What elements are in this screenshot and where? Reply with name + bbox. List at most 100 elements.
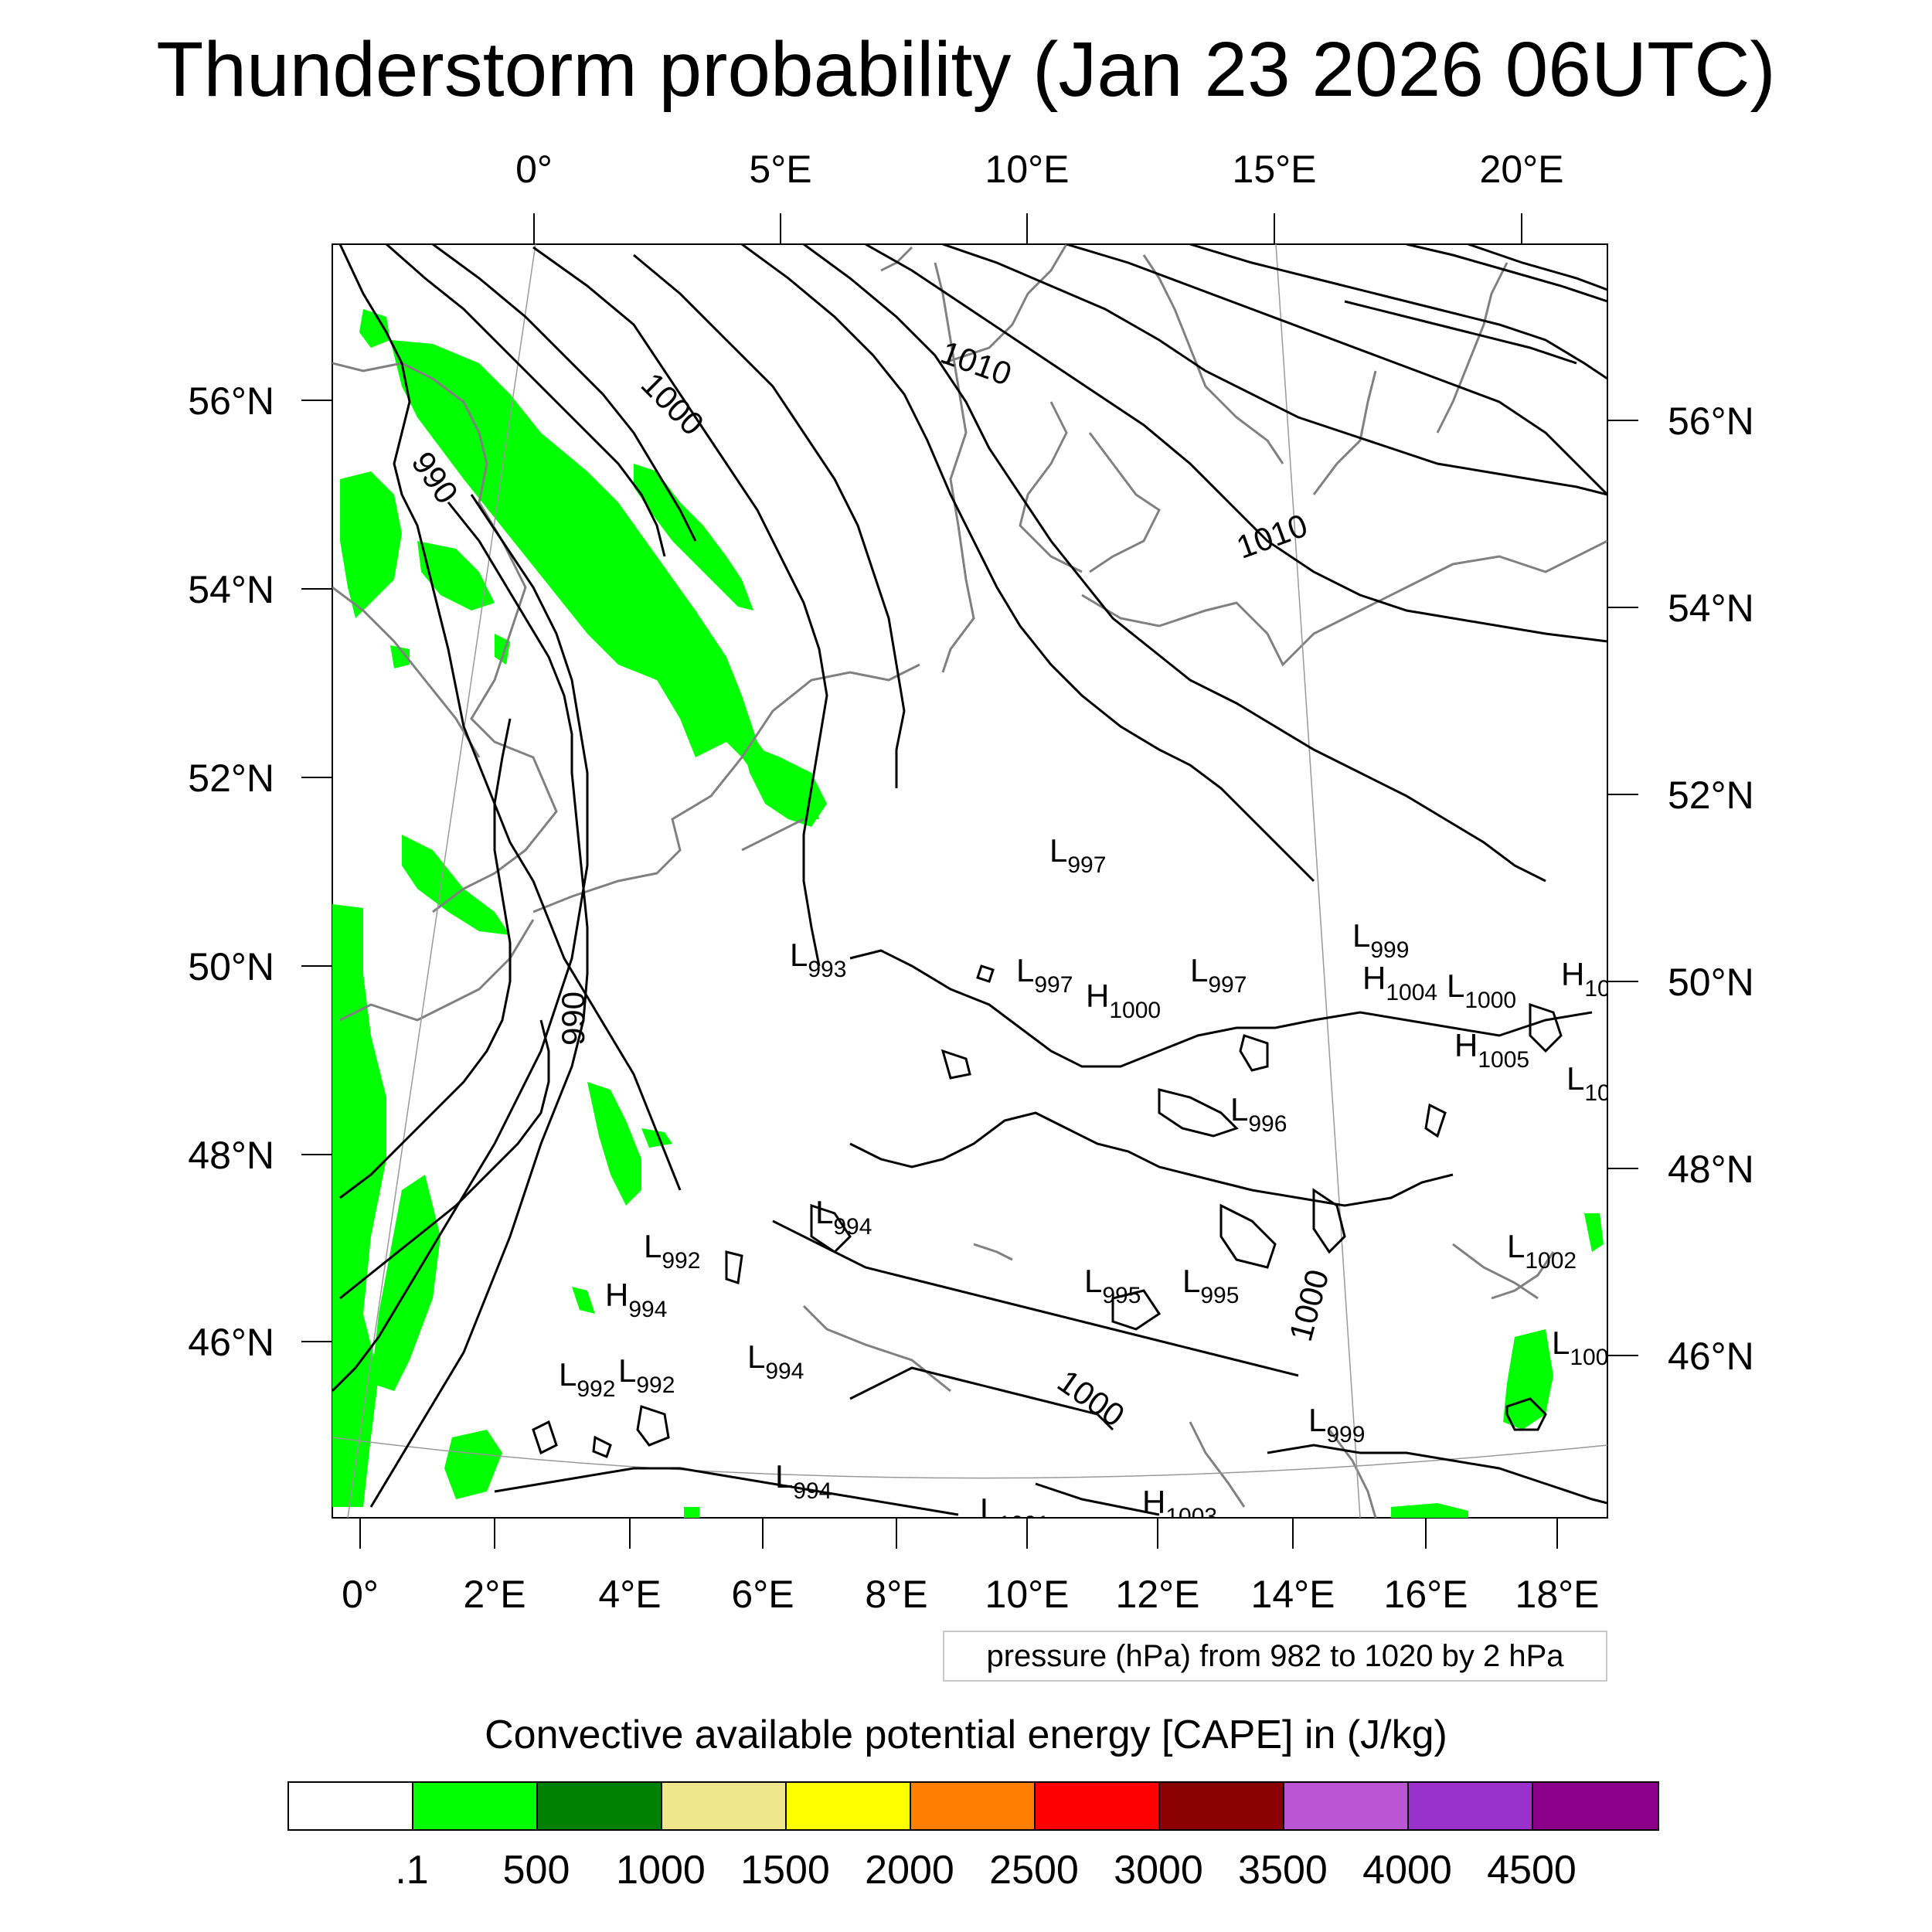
- cape-area-france-c: [371, 1175, 440, 1391]
- cape-area-alps-w: [444, 1430, 502, 1499]
- lon-tick-label: 12°E: [1116, 1573, 1200, 1616]
- pressure-center: L994: [747, 1338, 804, 1384]
- colorbar-swatch: [538, 1783, 662, 1829]
- colorbar-label: 2000: [865, 1848, 954, 1893]
- pressure-center: L994: [815, 1194, 872, 1240]
- top-lon-labels: 0° 5°E 10°E 15°E 20°E: [515, 148, 1563, 191]
- colorbar-label: 4500: [1487, 1848, 1577, 1893]
- colorbar-label: 1500: [740, 1848, 830, 1893]
- cape-area-uk-5: [390, 645, 410, 668]
- pressure-center: L1000: [1447, 968, 1516, 1013]
- pressure-center: L993: [790, 937, 846, 982]
- colorbar-label: 500: [502, 1848, 570, 1893]
- lon-tick-label: 16°E: [1384, 1573, 1468, 1616]
- colorbar-swatch: [787, 1783, 911, 1829]
- chart-title: Thunderstorm probability (Jan 23 2026 06…: [156, 26, 1776, 113]
- pressure-center: H1004: [1362, 960, 1437, 1005]
- colorbar-swatch: [662, 1783, 787, 1829]
- lon-tick-label: 0°: [342, 1573, 379, 1616]
- contour-label: 990: [555, 992, 591, 1046]
- cape-area-channel-2: [572, 1287, 595, 1314]
- colorbar-swatch: [1036, 1783, 1160, 1829]
- lat-tick-label: 52°N: [188, 757, 274, 800]
- pressure-center: H1000: [1086, 978, 1161, 1023]
- coastlines: [332, 244, 1607, 1518]
- lon-tick-label: 20°E: [1480, 148, 1564, 191]
- pressure-center: L997: [1049, 832, 1106, 878]
- colorbar-label: 4000: [1362, 1848, 1452, 1893]
- colorbar-swatch: [1533, 1783, 1658, 1829]
- lat-tick-label: 46°N: [1668, 1335, 1754, 1378]
- cape-area-channel: [402, 835, 510, 935]
- isobars: [332, 244, 1607, 1516]
- pressure-center: L994: [775, 1458, 832, 1504]
- colorbar-swatch: [289, 1783, 413, 1829]
- colorbar-label: 3000: [1114, 1848, 1203, 1893]
- right-lat-labels: 56°N 54°N 52°N 50°N 48°N 46°N: [1668, 400, 1754, 1378]
- colorbar: [287, 1781, 1659, 1831]
- lon-tick-label: 0°: [515, 148, 553, 191]
- cape-area-north-sea: [390, 340, 819, 819]
- cape-area-uk-2: [417, 541, 495, 611]
- colorbar-label: 1000: [616, 1848, 706, 1893]
- tick-marks: [301, 213, 1638, 1549]
- pressure-center: L996: [1230, 1091, 1287, 1137]
- bottom-lon-labels: 0° 2°E 4°E 6°E 8°E 10°E 12°E 14°E 16°E 1…: [342, 1573, 1599, 1616]
- colorbar-swatch: [1409, 1783, 1533, 1829]
- cape-area-south: [1391, 1503, 1468, 1518]
- pressure-center: L1001: [980, 1492, 1049, 1537]
- lon-tick-label: 8°E: [865, 1573, 927, 1616]
- colorbar-label: .1: [395, 1848, 429, 1893]
- colorbar-label: 2500: [989, 1848, 1079, 1893]
- lon-tick-label: 4°E: [598, 1573, 661, 1616]
- colorbar-title: Convective available potential energy [C…: [485, 1713, 1447, 1757]
- pressure-center: L100: [1552, 1325, 1608, 1370]
- cape-area-uk-1: [340, 471, 402, 618]
- pressure-center: H1003: [1142, 1484, 1217, 1529]
- cape-area-uk-3: [359, 309, 390, 348]
- lat-tick-label: 54°N: [1668, 587, 1754, 630]
- cape-area-south-2: [684, 1507, 699, 1518]
- lat-tick-label: 48°N: [188, 1134, 274, 1177]
- cape-area-france-w: [332, 904, 386, 1507]
- lat-tick-label: 56°N: [188, 379, 274, 423]
- lon-tick-label: 18°E: [1515, 1573, 1600, 1616]
- graticule: [332, 244, 1607, 1518]
- pressure-center: L995: [1182, 1263, 1239, 1308]
- colorbar-swatch: [911, 1783, 1036, 1829]
- pressure-note: pressure (hPa) from 982 to 1020 by 2 hPa: [943, 1631, 1607, 1682]
- cape-areas: [332, 309, 1604, 1518]
- lat-tick-label: 50°N: [1668, 961, 1754, 1004]
- lat-tick-label: 52°N: [1668, 774, 1754, 817]
- pressure-center: L10: [1566, 1060, 1611, 1106]
- pressure-center: L995: [1084, 1263, 1141, 1308]
- pressure-center: H10: [1561, 956, 1611, 1002]
- lat-tick-label: 54°N: [188, 568, 274, 611]
- pressure-center: L997: [1016, 952, 1073, 998]
- lat-tick-label: 50°N: [188, 945, 274, 988]
- colorbar-swatch: [1284, 1783, 1409, 1829]
- cape-area-lux: [641, 1128, 672, 1148]
- colorbar-swatch: [1160, 1783, 1284, 1829]
- pressure-center: L1002: [1507, 1228, 1577, 1274]
- cape-area-balkan-2: [1584, 1213, 1604, 1252]
- left-lat-labels: 56°N 54°N 52°N 50°N 48°N 46°N: [188, 379, 274, 1364]
- lon-tick-label: 6°E: [731, 1573, 794, 1616]
- pressure-centers: L997 L993 L997 H1000 L997 L999 H1004 L10…: [559, 832, 1611, 1537]
- lat-tick-label: 46°N: [188, 1321, 274, 1364]
- lon-tick-label: 14°E: [1251, 1573, 1335, 1616]
- colorbar-label: 3500: [1238, 1848, 1328, 1893]
- lon-tick-label: 10°E: [985, 148, 1070, 191]
- pressure-center: L999: [1308, 1402, 1365, 1447]
- lon-tick-label: 10°E: [985, 1573, 1070, 1616]
- lon-tick-label: 15°E: [1233, 148, 1317, 191]
- lon-tick-label: 2°E: [463, 1573, 526, 1616]
- cape-area-belgium: [587, 1082, 641, 1206]
- pressure-center: L997: [1190, 952, 1247, 998]
- pressure-center: L992: [618, 1352, 675, 1398]
- pressure-center: L992: [559, 1356, 615, 1402]
- colorbar-swatch: [413, 1783, 538, 1829]
- lat-tick-label: 56°N: [1668, 400, 1754, 443]
- pressure-center: L999: [1352, 917, 1409, 963]
